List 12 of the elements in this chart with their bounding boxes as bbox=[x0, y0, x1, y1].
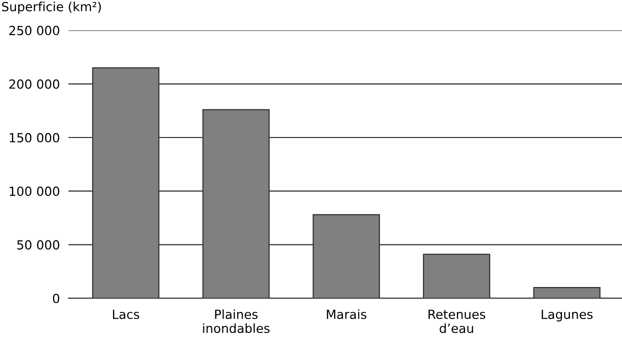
x-tick-label: Marais bbox=[326, 309, 366, 320]
y-axis-title: Superficie (km²) bbox=[2, 2, 101, 14]
y-tick-label: 150 000 bbox=[10, 132, 60, 142]
y-tick-label: 250 000 bbox=[9, 26, 60, 36]
y-tick-label: 200 000 bbox=[9, 79, 60, 89]
y-tick-label: 100 000 bbox=[10, 186, 60, 196]
x-tick-label: Lacs bbox=[112, 310, 140, 320]
y-tick-label: 0 bbox=[52, 294, 60, 304]
x-tick-label: Lagunes bbox=[542, 310, 593, 322]
y-tick-label: 50 000 bbox=[17, 240, 60, 250]
x-tick-label: Plaines inondables bbox=[203, 309, 270, 334]
x-tick-label: Retenues d’eau bbox=[428, 310, 486, 334]
